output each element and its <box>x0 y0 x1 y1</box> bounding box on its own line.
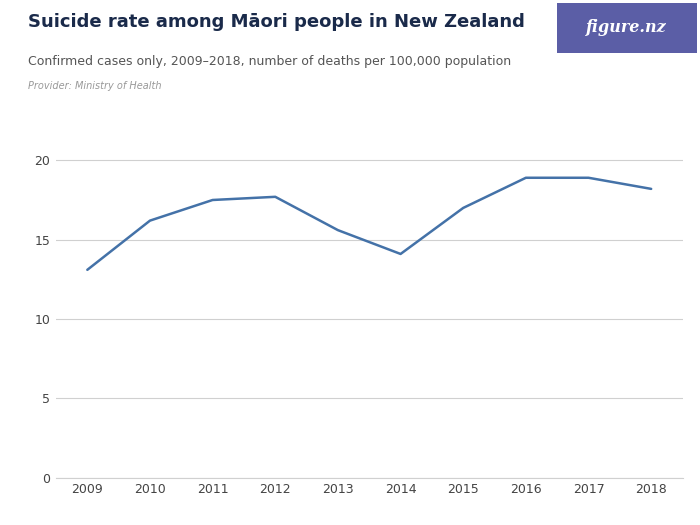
Text: Provider: Ministry of Health: Provider: Ministry of Health <box>28 81 162 91</box>
Text: figure.nz: figure.nz <box>586 19 667 36</box>
Text: Suicide rate among Māori people in New Zealand: Suicide rate among Māori people in New Z… <box>28 13 525 31</box>
Text: Confirmed cases only, 2009–2018, number of deaths per 100,000 population: Confirmed cases only, 2009–2018, number … <box>28 55 511 68</box>
